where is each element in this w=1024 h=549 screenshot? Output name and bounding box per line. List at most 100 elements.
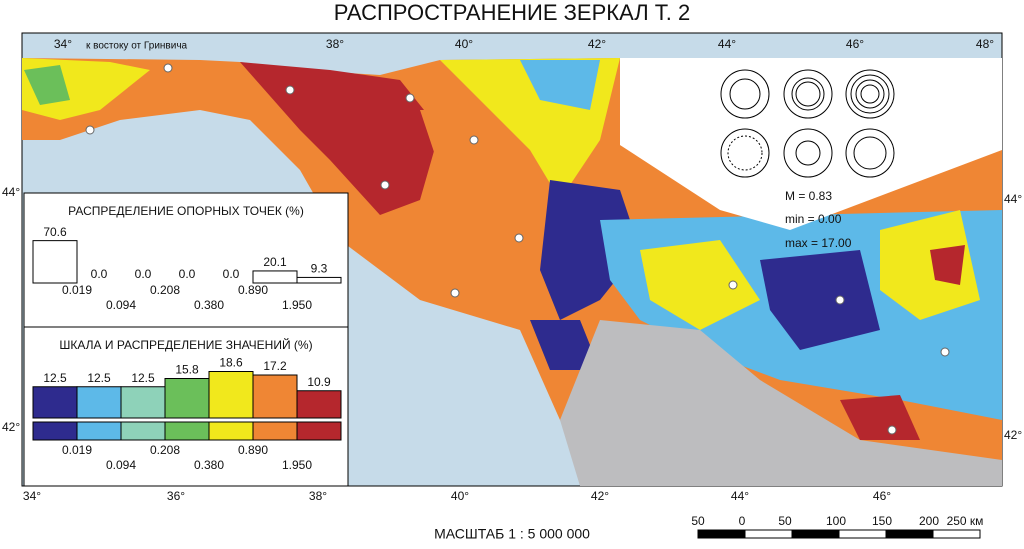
scale-tick: 50 <box>778 514 792 528</box>
latitude-label: 42° <box>2 420 20 434</box>
value-label: 12.5 <box>131 371 155 385</box>
longitude-label: 34° <box>23 489 41 503</box>
value-label: 0.0 <box>91 267 108 281</box>
longitude-label: 48° <box>976 37 994 51</box>
map: M = 0.83 min = 0.00 max = 17.00 к восток… <box>21 32 1003 487</box>
longitude-label: 42° <box>588 37 606 51</box>
scale-segment <box>838 529 887 539</box>
longitude-label: 34° <box>54 37 72 51</box>
threshold-label: 0.019 <box>62 443 92 457</box>
value-label: 12.5 <box>43 371 67 385</box>
bar <box>252 374 298 419</box>
longitude-label: 44° <box>718 37 736 51</box>
zone <box>540 180 640 320</box>
scale-tick: 250 км <box>947 514 984 528</box>
bar <box>32 386 78 419</box>
zone <box>240 62 440 215</box>
zone <box>930 245 965 285</box>
threshold-label: 0.890 <box>238 443 268 457</box>
longitude-label: 44° <box>731 489 749 503</box>
color-swatch <box>76 421 122 441</box>
color-swatch <box>164 421 210 441</box>
value-label: 12.5 <box>87 371 111 385</box>
threshold-label: 1.950 <box>282 298 312 312</box>
scale-segment <box>791 529 840 539</box>
legend-title: РАСПРЕДЕЛЕНИЕ ОПОРНЫХ ТОЧЕК (%) <box>68 204 304 218</box>
value-label: 70.6 <box>43 225 67 239</box>
zone <box>840 395 920 440</box>
longitude-label: 42° <box>591 489 609 503</box>
legend-title: ШКАЛА И РАСПРЕДЕЛЕНИЕ ЗНАЧЕНИЙ (%) <box>59 337 312 352</box>
threshold-label: 0.019 <box>62 283 92 297</box>
color-swatch <box>120 421 166 441</box>
note: к востоку от Гринвича <box>86 41 188 52</box>
latitude-label: 42° <box>1004 428 1022 442</box>
zone <box>24 65 70 105</box>
value-label: 20.1 <box>263 255 287 269</box>
threshold-label: 1.950 <box>282 458 312 472</box>
stat: max = 17.00 <box>785 236 852 250</box>
longitude-label: 38° <box>326 37 344 51</box>
longitude-label: 36° <box>167 489 185 503</box>
legend-panel <box>23 192 349 328</box>
scale-segment <box>744 529 793 539</box>
value-label: 0.0 <box>223 267 240 281</box>
zone <box>420 110 520 180</box>
scale-tick: 150 <box>872 514 892 528</box>
bar <box>296 390 342 419</box>
threshold-label: 0.380 <box>194 458 224 472</box>
foreign-land <box>560 320 1002 486</box>
bar <box>208 371 254 419</box>
scale-tick: 200 <box>919 514 939 528</box>
bar <box>296 276 342 284</box>
color-swatch <box>252 421 298 441</box>
inset <box>620 58 1002 230</box>
longitude-label: 40° <box>451 489 469 503</box>
scale-segment <box>697 529 746 539</box>
threshold-label: 0.890 <box>238 283 268 297</box>
bar <box>164 378 210 419</box>
title: РАСПРОСТРАНЕНИЕ ЗЕРКАЛ Т. 2 <box>334 0 691 25</box>
scale-tick: 0 <box>739 514 746 528</box>
zone <box>640 240 760 330</box>
bar <box>120 386 166 419</box>
longitude-label: 40° <box>455 37 473 51</box>
bar <box>76 386 122 419</box>
scale-label: МАСШТАБ 1 : 5 000 000 <box>434 526 590 542</box>
zone <box>530 320 600 370</box>
threshold-label: 0.094 <box>106 458 136 472</box>
value-label: 10.9 <box>307 375 331 389</box>
value-label: 17.2 <box>263 359 287 373</box>
threshold-label: 0.208 <box>150 443 180 457</box>
color-swatch <box>208 421 254 441</box>
sites <box>85 63 950 435</box>
longitude-label: 46° <box>846 37 864 51</box>
scale-segment <box>885 529 934 539</box>
scale-segment <box>932 529 981 539</box>
zone <box>760 250 880 350</box>
zone <box>880 210 980 320</box>
zone <box>520 60 600 110</box>
value-label: 0.0 <box>179 267 196 281</box>
bar <box>32 240 78 284</box>
value-label: 0.0 <box>135 267 152 281</box>
mirror-icons <box>720 69 895 178</box>
stat: min = 0.00 <box>785 212 842 226</box>
color-swatch <box>296 421 342 441</box>
value-label: 18.6 <box>219 356 243 370</box>
scale-tick: 50 <box>691 514 705 528</box>
threshold-label: 0.094 <box>106 298 136 312</box>
longitude-label: 38° <box>309 489 327 503</box>
value-label: 15.8 <box>175 363 199 377</box>
longitude-label: 46° <box>873 489 891 503</box>
threshold-label: 0.380 <box>194 298 224 312</box>
latitude-label: 44° <box>2 185 20 199</box>
bar <box>252 270 298 284</box>
stat: M = 0.83 <box>785 189 832 203</box>
latitude-label: 44° <box>1004 192 1022 206</box>
value-label: 9.3 <box>311 262 328 276</box>
color-swatch <box>32 421 78 441</box>
threshold-label: 0.208 <box>150 283 180 297</box>
scale-tick: 100 <box>826 514 846 528</box>
